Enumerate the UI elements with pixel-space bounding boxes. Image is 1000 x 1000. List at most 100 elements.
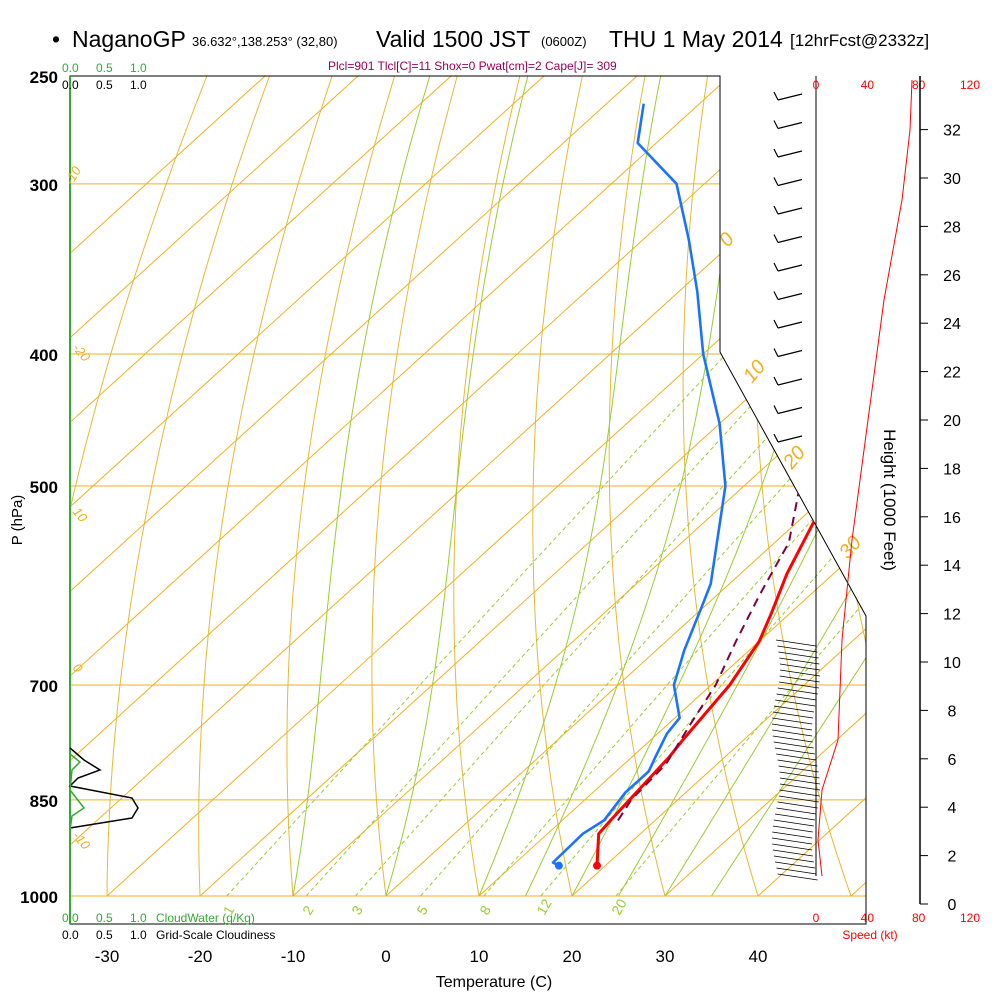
- wind-barb-low: [775, 639, 817, 647]
- dewpoint-line: [551, 103, 727, 867]
- pressure-tick-label: 500: [30, 478, 58, 497]
- station-coords: 36.632°,138.253° (32,80): [192, 34, 338, 49]
- wind-barb-flag: [773, 91, 779, 101]
- height-tick-label: 22: [943, 365, 961, 382]
- wind-barb-flag: [773, 319, 779, 329]
- mixing-ratio-label: 2: [299, 903, 317, 918]
- dry-adiabat-label: 0: [715, 229, 739, 252]
- wind-barb: [777, 178, 803, 187]
- pressure-tick-label: 700: [30, 677, 58, 696]
- wind-barb-flag: [773, 234, 779, 243]
- wind-speed-profile: [817, 79, 913, 877]
- temperature-tick-label: 20: [563, 947, 582, 966]
- dewpoint-surface-marker: [554, 861, 563, 870]
- wind-barb: [777, 207, 803, 215]
- wind-barb-low: [779, 669, 821, 677]
- pressure-axis-label: P (hPa): [9, 495, 26, 546]
- wind-barb-low: [779, 777, 820, 785]
- isotherm-line: [70, 76, 359, 897]
- wind-barb-flag: [773, 433, 779, 443]
- wind-barb-low: [774, 747, 815, 755]
- wind-barb: [777, 292, 803, 301]
- temperature-axis-label: Temperature (C): [436, 974, 552, 991]
- wind-barb-low: [771, 723, 813, 731]
- forecast-info: [12hrFcst@2332z]: [790, 31, 930, 50]
- cloud-water-tick-bottom: 0.5: [96, 911, 113, 925]
- moist-adiabat-line: [711, 76, 866, 897]
- moist-adiabat-line: [664, 76, 866, 897]
- wind-barb-low: [773, 741, 814, 749]
- cloud-water-profile: [69, 753, 86, 831]
- cloudiness-tick-bottom: 0.0: [62, 928, 79, 942]
- isotherm-line: [850, 76, 866, 897]
- wind-barb-low: [772, 717, 813, 725]
- speed-tick-bottom: 0: [813, 911, 820, 925]
- wind-barb-low: [772, 711, 814, 719]
- wind-barb-flag: [773, 348, 779, 357]
- speed-tick-bottom: 80: [912, 911, 926, 925]
- wind-barb-low: [773, 819, 814, 827]
- wind-barb-low: [777, 759, 818, 767]
- height-tick-label: 8: [948, 703, 957, 720]
- temperature-tick-label: 0: [381, 947, 390, 966]
- wind-barb-flag: [773, 148, 779, 158]
- height-tick-label: 14: [943, 558, 961, 575]
- wind-barb: [777, 406, 803, 415]
- cloud-water-tick-top: 1.0: [130, 61, 147, 75]
- dry-adiabat-line: [286, 76, 396, 897]
- mixing-ratio-label: 12: [533, 896, 555, 918]
- cloudiness-tick-bottom: 0.5: [96, 928, 113, 942]
- temperature-tick-label: -20: [188, 947, 213, 966]
- wind-barb-flag: [773, 177, 779, 186]
- mixing-ratio-label: 20: [608, 896, 630, 918]
- bullet-icon: •: [52, 26, 61, 52]
- parcel-line: [617, 396, 809, 821]
- dry-adiabat-line: [453, 76, 521, 897]
- temperature-tick-label: 30: [656, 947, 675, 966]
- mixing-ratio-label: 8: [476, 903, 494, 918]
- cloudiness-profile: [68, 747, 139, 829]
- wind-barb-low: [778, 765, 819, 773]
- wind-barb-low: [776, 867, 817, 875]
- moist-adiabat-line: [292, 76, 431, 897]
- valid-time: Valid 1500 JST: [376, 26, 531, 52]
- wind-barb-low: [777, 687, 818, 695]
- dry-adiabat-label: -10: [70, 828, 94, 853]
- height-tick-label: 28: [943, 219, 961, 236]
- dry-adiabat-line: [608, 76, 666, 897]
- wind-barb-flag: [773, 376, 779, 386]
- isotherm-line: [944, 76, 1000, 896]
- cloud-water-tick-bottom: 0.0: [62, 911, 79, 925]
- wind-barb-low: [777, 873, 818, 881]
- cloud-water-label: CloudWater (g/Kg): [156, 911, 255, 925]
- wind-barb: [777, 93, 803, 101]
- dry-adiabat-line: [957, 76, 1000, 896]
- wind-barb-low: [775, 699, 816, 707]
- wind-barb-low: [776, 693, 817, 701]
- plot-frame: [69, 75, 867, 925]
- wind-barb-low: [777, 645, 818, 653]
- wind-barb-low: [774, 813, 816, 821]
- pressure-tick-label: 850: [30, 792, 58, 811]
- mixing-ratio-line: [615, 353, 866, 897]
- dry-adiabat-label: 20: [778, 442, 810, 474]
- wind-barb: [777, 264, 803, 272]
- wind-barb-low: [779, 663, 820, 671]
- wind-barb-low: [773, 855, 814, 863]
- height-tick-label: 6: [948, 752, 957, 769]
- moist-adiabat-line: [478, 76, 662, 897]
- pressure-tick-label: 300: [30, 176, 58, 195]
- isotherm-line: [478, 76, 866, 897]
- cloudiness-tick-bottom: 1.0: [130, 928, 147, 942]
- height-tick-label: 30: [943, 171, 961, 188]
- speed-tick-top: 40: [861, 78, 875, 92]
- wind-barb-low: [772, 849, 813, 857]
- isotherm-line: [664, 76, 866, 897]
- cloudiness-tick-top: 1.0: [130, 78, 147, 92]
- moist-adiabat-line: [525, 76, 749, 897]
- temperature-tick-label: 10: [470, 947, 489, 966]
- wind-barb: [777, 435, 803, 443]
- dry-adiabat-line: [892, 76, 1000, 896]
- height-tick-label: 24: [943, 316, 961, 333]
- isotherm-line: [70, 76, 452, 897]
